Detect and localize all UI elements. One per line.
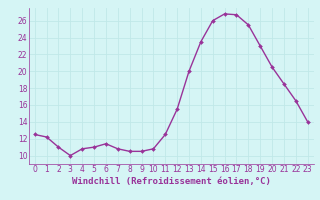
X-axis label: Windchill (Refroidissement éolien,°C): Windchill (Refroidissement éolien,°C) [72,177,271,186]
